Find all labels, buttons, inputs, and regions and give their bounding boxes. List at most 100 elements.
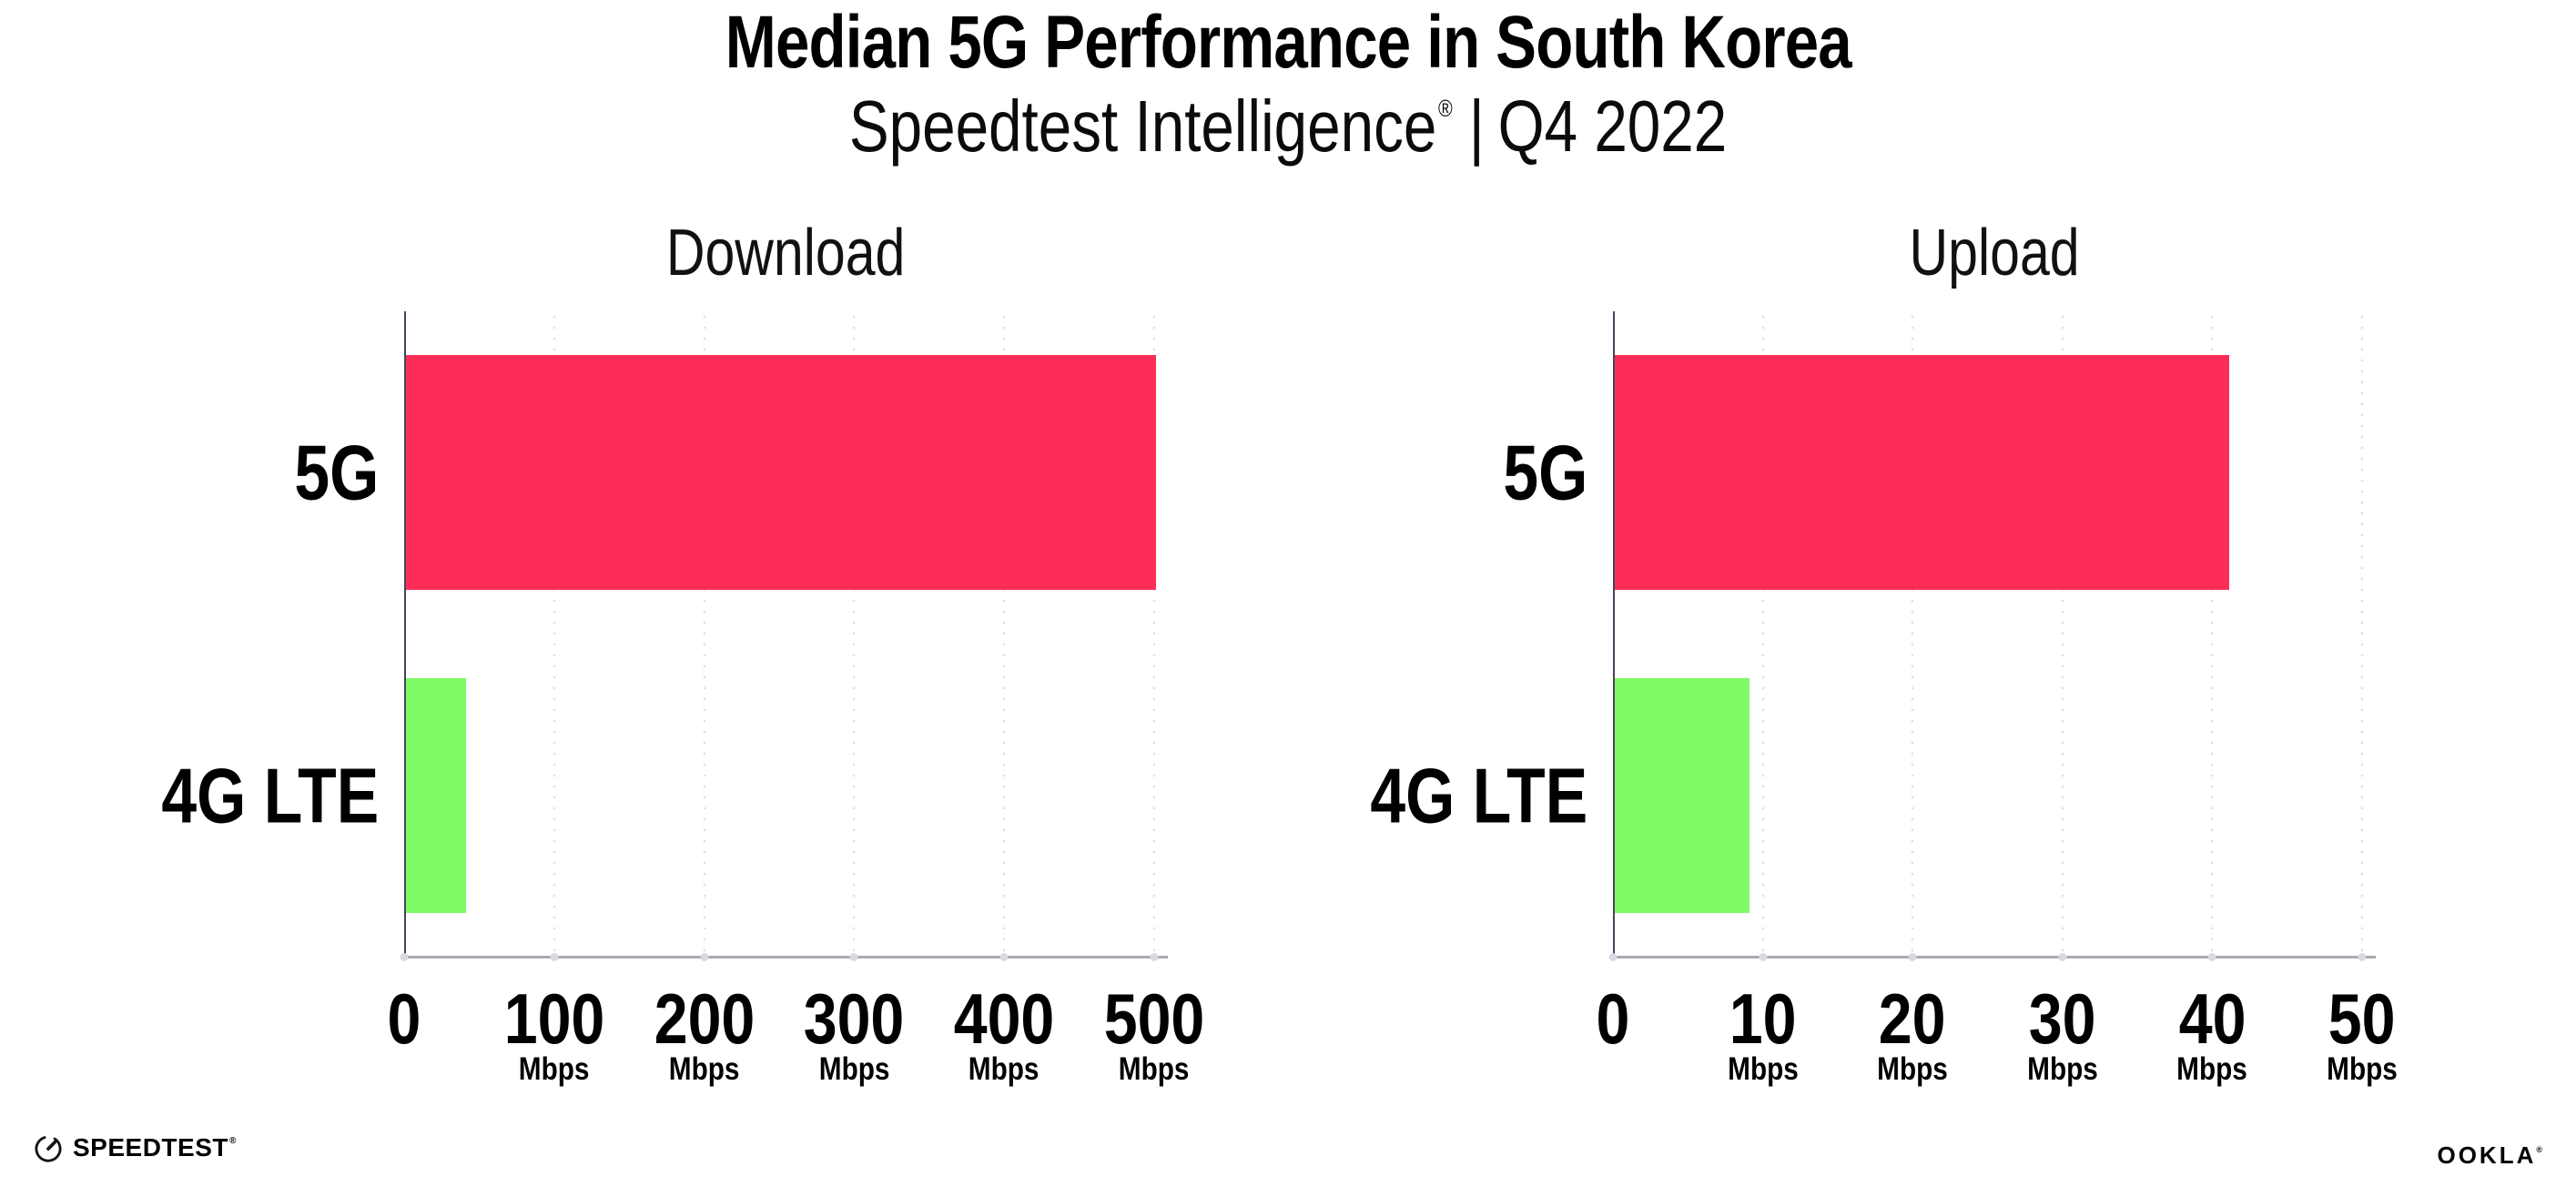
- axis-tick-dot-10: [1759, 953, 1768, 961]
- upload-chart: 0 10 Mbps 20 Mbps 30 Mbps 40 Mbps 50 Mbps 5G 4G LTE: [1370, 311, 2398, 1086]
- axis-tick-dot-0: [1608, 953, 1618, 961]
- tick-value: 200: [644, 979, 763, 1059]
- subtitle-brand: Speedtest Intelligence: [848, 86, 1437, 167]
- page-title: Median 5G Performance in South Korea: [0, 5, 2576, 80]
- axis-tick-dot-0: [400, 953, 409, 961]
- bar-5g: [1615, 355, 2229, 591]
- download-chart-title: Download: [404, 220, 1168, 286]
- gridline-20: [1911, 311, 1914, 956]
- registered-trademark-icon: ®: [1437, 95, 1453, 122]
- tick-value-text: 40: [2178, 979, 2246, 1059]
- category-label-text: 5G: [294, 430, 379, 516]
- axis-tick-dot-500: [1150, 953, 1159, 961]
- tick-value: 0: [1593, 979, 1632, 1059]
- axis-tick-dot-200: [700, 953, 709, 961]
- tick-value-text: 100: [503, 979, 605, 1059]
- upload-chart-title: Upload: [1613, 220, 2376, 286]
- tick-unit: Mbps: [1721, 1051, 1804, 1088]
- tick-unit-text: Mbps: [1119, 1051, 1190, 1088]
- tick-unit-text: Mbps: [1727, 1051, 1799, 1088]
- ookla-wordmark-text: OOKLA: [2437, 1141, 2537, 1169]
- x-tick-label-400: 400 Mbps: [945, 979, 1063, 1088]
- tick-value-text: 10: [1729, 979, 1797, 1059]
- gridline-400: [1002, 311, 1006, 956]
- axis-tick-dot-400: [999, 953, 1009, 961]
- axis-tick-dot-300: [849, 953, 858, 961]
- speedtest-registered-icon: ®: [228, 1136, 237, 1146]
- ookla-logo: OOKLA®: [2437, 1141, 2542, 1170]
- tick-value-text: 20: [1879, 979, 1947, 1059]
- page-subtitle: Speedtest Intelligence® | Q4 2022: [0, 90, 2576, 163]
- category-label-text: 4G LTE: [161, 753, 379, 839]
- tick-unit-text: Mbps: [2176, 1051, 2248, 1088]
- x-tick-label-300: 300 Mbps: [795, 979, 913, 1088]
- tick-value-text: 0: [387, 979, 421, 1059]
- tick-unit-text: Mbps: [818, 1051, 890, 1088]
- axis-tick-dot-40: [2207, 953, 2216, 961]
- gridline-50: [2360, 311, 2364, 956]
- category-label-4g-lte: 4G LTE: [114, 757, 379, 835]
- tick-value: 0: [384, 979, 423, 1059]
- category-label-text: 4G LTE: [1370, 753, 1587, 839]
- bar-4g-lte: [406, 678, 466, 914]
- x-tick-label-200: 200 Mbps: [644, 979, 763, 1088]
- page-title-text: Median 5G Performance in South Korea: [725, 1, 1851, 84]
- axis-tick-dot-30: [2058, 953, 2067, 961]
- bar-4g-lte: [1615, 678, 1750, 914]
- tick-value-text: 400: [953, 979, 1055, 1059]
- x-tick-label-10: 10 Mbps: [1721, 979, 1804, 1088]
- speedtest-gauge-icon: [35, 1135, 62, 1162]
- tick-value-text: 300: [804, 979, 905, 1059]
- x-tick-label-100: 100 Mbps: [495, 979, 614, 1088]
- tick-unit-text: Mbps: [518, 1051, 590, 1088]
- gridline-300: [852, 311, 856, 956]
- axis-tick-dot-100: [550, 953, 559, 961]
- tick-unit: Mbps: [644, 1051, 763, 1088]
- gridline-500: [1152, 311, 1156, 956]
- category-label-5g: 5G: [276, 434, 379, 512]
- x-tick-label-50: 50 Mbps: [2320, 979, 2403, 1088]
- tick-value: 300: [795, 979, 913, 1059]
- tick-value: 30: [2021, 979, 2104, 1059]
- tick-unit-text: Mbps: [2026, 1051, 2098, 1088]
- x-tick-label-500: 500 Mbps: [1095, 979, 1213, 1088]
- tick-unit-text: Mbps: [969, 1051, 1040, 1088]
- tick-value-text: 30: [2028, 979, 2096, 1059]
- x-tick-label-30: 30 Mbps: [2021, 979, 2104, 1088]
- download-chart-title-text: Download: [666, 217, 906, 289]
- upload-chart-title-text: Upload: [1909, 217, 2080, 289]
- tick-unit: Mbps: [1095, 1051, 1213, 1088]
- tick-value: 100: [495, 979, 614, 1059]
- tick-value-text: 500: [1103, 979, 1205, 1059]
- tick-value: 10: [1721, 979, 1804, 1059]
- tick-unit-text: Mbps: [2327, 1051, 2398, 1088]
- speedtest-wordmark: SPEEDTEST®: [73, 1133, 237, 1162]
- gridline-200: [703, 311, 706, 956]
- tick-value: 50: [2320, 979, 2403, 1059]
- subtitle-separator: |: [1468, 86, 1485, 167]
- category-label-4g-lte: 4G LTE: [1323, 757, 1587, 835]
- tick-unit: Mbps: [2171, 1051, 2254, 1088]
- x-tick-label-0: 0: [1593, 979, 1632, 1059]
- gridline-100: [553, 311, 556, 956]
- tick-value-text: 0: [1596, 979, 1630, 1059]
- gridline-10: [1761, 311, 1765, 956]
- axis-tick-dot-50: [2358, 953, 2367, 961]
- tick-unit: Mbps: [1871, 1052, 1953, 1087]
- x-tick-label-0: 0: [384, 979, 423, 1059]
- subtitle-period: Q4 2022: [1497, 86, 1728, 167]
- tick-unit-text: Mbps: [668, 1051, 740, 1088]
- gridline-30: [2061, 311, 2064, 956]
- category-label-5g: 5G: [1485, 434, 1587, 512]
- download-chart: 0 100 Mbps 200 Mbps 300 Mbps 400 Mbps 500 Mbps 5G 4G…: [161, 311, 1204, 1086]
- x-tick-label-40: 40 Mbps: [2171, 979, 2254, 1088]
- x-tick-label-20: 20 Mbps: [1871, 979, 1953, 1087]
- tick-unit: Mbps: [2021, 1051, 2104, 1088]
- tick-value: 20: [1871, 979, 1953, 1059]
- speedtest-logo: SPEEDTEST®: [33, 1132, 237, 1163]
- tick-unit: Mbps: [795, 1051, 913, 1088]
- tick-value: 500: [1095, 979, 1213, 1059]
- bar-5g: [406, 355, 1156, 591]
- tick-value-text: 50: [2328, 979, 2396, 1059]
- tick-value-text: 200: [654, 979, 755, 1059]
